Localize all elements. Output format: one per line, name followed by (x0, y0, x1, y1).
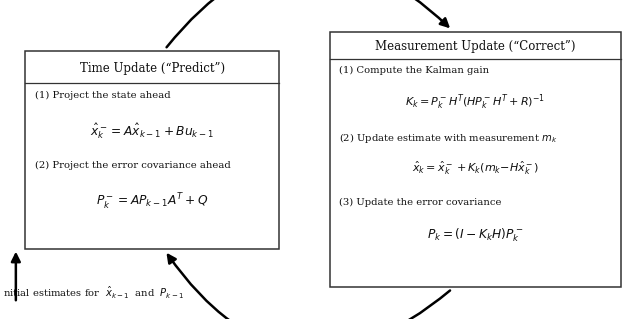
FancyBboxPatch shape (25, 51, 279, 249)
Text: $\hat{x}^-_k  =  A\hat{x}_{k-1} + Bu_{k-1}$: $\hat{x}^-_k = A\hat{x}_{k-1} + Bu_{k-1}… (90, 121, 214, 141)
Text: (2) Project the error covariance ahead: (2) Project the error covariance ahead (35, 161, 231, 170)
Text: $P_k  =  (I - K_kH)P^-_k$: $P_k = (I - K_kH)P^-_k$ (427, 226, 524, 244)
Text: Time Update (“Predict”): Time Update (“Predict”) (80, 62, 224, 75)
Text: $P^-_k  =  AP_{k-1}A^T + Q$: $P^-_k = AP_{k-1}A^T + Q$ (96, 191, 209, 211)
Text: Measurement Update (“Correct”): Measurement Update (“Correct”) (375, 40, 576, 53)
Text: (1) Project the state ahead: (1) Project the state ahead (35, 91, 171, 100)
Text: (1) Compute the Kalman gain: (1) Compute the Kalman gain (339, 65, 489, 75)
FancyBboxPatch shape (330, 32, 621, 287)
Text: $\hat{x}_k  =  \hat{x}^-_k + K_k(m_k{-}H\hat{x}^-_k)$: $\hat{x}_k = \hat{x}^-_k + K_k(m_k{-}H\h… (412, 160, 539, 177)
Text: (3) Update the error covariance: (3) Update the error covariance (339, 198, 501, 207)
Text: nitial estimates for  $\hat{x}_{k-1}$  and  $P_{k-1}$: nitial estimates for $\hat{x}_{k-1}$ and… (3, 286, 184, 301)
Text: (2) Update estimate with measurement $m_k$: (2) Update estimate with measurement $m_… (339, 131, 558, 145)
Text: $K_k  =  P^-_k H^T(HP^-_k H^T + R)^{-1}$: $K_k = P^-_k H^T(HP^-_k H^T + R)^{-1}$ (405, 93, 546, 112)
